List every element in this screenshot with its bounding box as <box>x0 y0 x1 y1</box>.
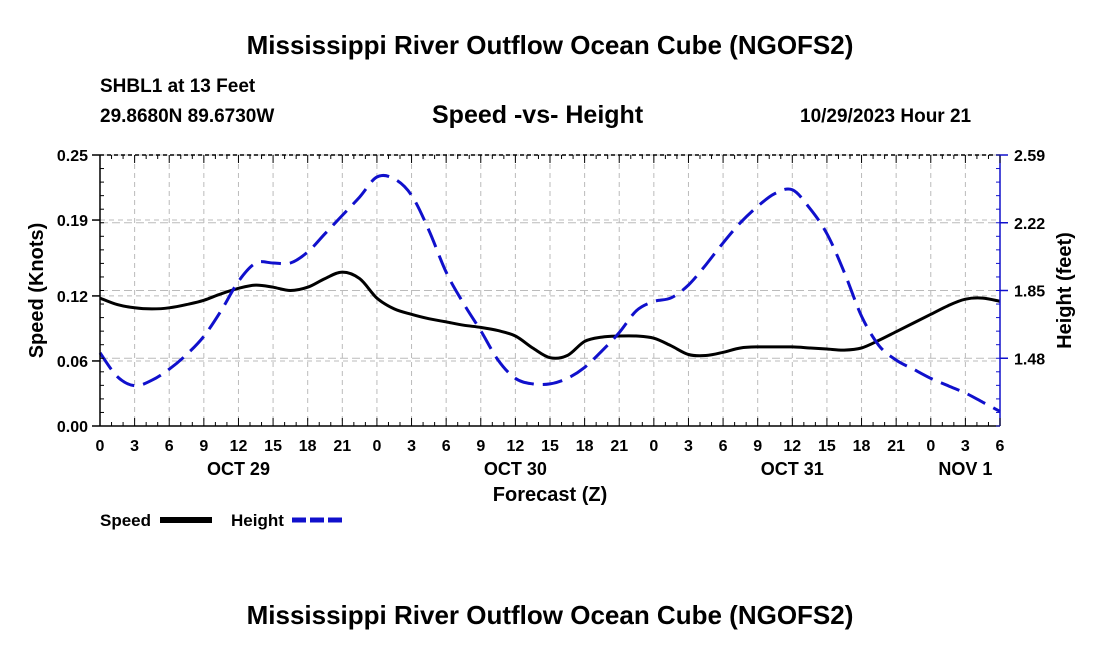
main-title: Mississippi River Outflow Ocean Cube (NG… <box>246 30 854 60</box>
speed-height-chart: 0 3 6 9 12 15 18 21 0 3 6 9 12 15 18 21 0 3 6 9 12 15 18 21 0 3 6 0… <box>26 148 1076 530</box>
x-tick-label: 21 <box>610 438 628 455</box>
y-tick-label: 0.19 <box>57 213 88 230</box>
x-tick-label: 18 <box>853 438 871 455</box>
day-label: OCT 29 <box>207 459 270 479</box>
footer-title: Mississippi River Outflow Ocean Cube (NG… <box>246 600 854 630</box>
x-tick-label: 0 <box>372 438 381 455</box>
legend-label-height: Height <box>231 511 284 530</box>
x-tick-label: 0 <box>926 438 935 455</box>
x-tick-label: 3 <box>684 438 693 455</box>
x-tick-label: 3 <box>407 438 416 455</box>
x-tick-label: 18 <box>576 438 594 455</box>
x-tick-label: 9 <box>753 438 762 455</box>
day-label: OCT 30 <box>484 459 547 479</box>
x-tick-label: 12 <box>783 438 801 455</box>
location-label: 29.8680N 89.6730W <box>100 106 275 127</box>
chart-subtitle: Speed -vs- Height <box>432 101 644 129</box>
x-tick-label: 6 <box>442 438 451 455</box>
y2-tick-label: 2.22 <box>1014 216 1045 233</box>
x-tick-label: 6 <box>996 438 1005 455</box>
y-tick-label: 0.25 <box>57 148 88 165</box>
x-tick-label: 21 <box>333 438 351 455</box>
legend-label-speed: Speed <box>100 511 151 530</box>
y2-tick-label: 1.85 <box>1014 284 1045 301</box>
day-label: NOV 1 <box>938 459 992 479</box>
y2-tick-label: 1.48 <box>1014 351 1045 368</box>
x-tick-label: 0 <box>649 438 658 455</box>
day-label: OCT 31 <box>761 459 824 479</box>
x-tick-label: 12 <box>506 438 524 455</box>
datetime-label: 10/29/2023 Hour 21 <box>800 106 972 127</box>
y-tick-label: 0.12 <box>57 289 88 306</box>
x-tick-label: 3 <box>130 438 139 455</box>
x-tick-label: 6 <box>719 438 728 455</box>
x-tick-label: 18 <box>299 438 317 455</box>
x-tick-label: 0 <box>96 438 105 455</box>
y2-axis-title: Height (feet) <box>1054 232 1076 349</box>
x-tick-label: 15 <box>541 438 559 455</box>
y-tick-label: 0.00 <box>57 419 88 436</box>
x-tick-label: 9 <box>199 438 208 455</box>
x-tick-label: 15 <box>264 438 282 455</box>
y2-tick-label: 2.59 <box>1014 148 1045 165</box>
x-tick-label: 21 <box>887 438 905 455</box>
x-tick-label: 3 <box>961 438 970 455</box>
x-tick-label: 15 <box>818 438 836 455</box>
y-axis-title: Speed (Knots) <box>26 223 48 359</box>
x-tick-label: 6 <box>165 438 174 455</box>
x-axis-title: Forecast (Z) <box>493 484 607 506</box>
speed-series-line <box>99 270 1001 360</box>
height-series-line <box>98 173 1001 413</box>
y-tick-label: 0.06 <box>57 354 88 371</box>
station-label: SHBL1 at 13 Feet <box>100 76 256 97</box>
x-tick-label: 9 <box>476 438 485 455</box>
x-tick-label: 12 <box>230 438 248 455</box>
